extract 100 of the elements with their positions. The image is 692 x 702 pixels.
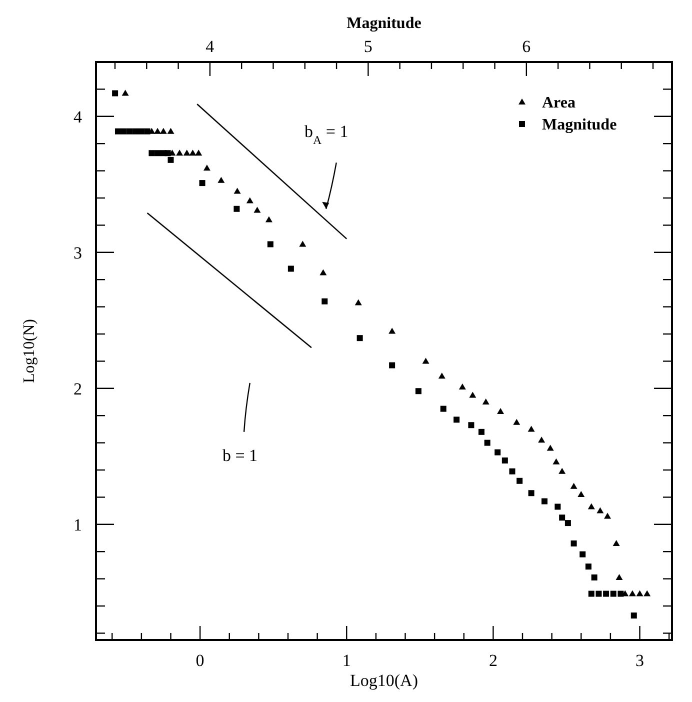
point xyxy=(203,164,210,171)
point xyxy=(580,551,586,558)
y-axis-title: Log10(N) xyxy=(21,319,38,383)
point xyxy=(176,150,184,156)
y-tick-label: 3 xyxy=(74,243,82,262)
point xyxy=(388,328,396,334)
point xyxy=(126,128,133,134)
point xyxy=(199,180,206,186)
point xyxy=(630,612,637,619)
point xyxy=(422,358,430,364)
point xyxy=(195,150,202,156)
point xyxy=(468,422,474,428)
point xyxy=(610,590,616,597)
point xyxy=(552,458,560,464)
point xyxy=(234,206,240,212)
point xyxy=(516,478,523,484)
point xyxy=(320,269,327,276)
point xyxy=(570,482,578,489)
point xyxy=(509,468,516,474)
x2-axis-title: Magnitude xyxy=(346,15,422,32)
point xyxy=(616,574,623,580)
point xyxy=(603,590,610,597)
y-tick-label: 2 xyxy=(74,379,82,398)
point xyxy=(513,418,520,425)
point xyxy=(267,241,274,248)
point xyxy=(354,299,362,306)
point xyxy=(265,216,272,222)
x-axis-title: Log10(A) xyxy=(350,671,418,690)
legend-label: Magnitude xyxy=(542,116,617,134)
point xyxy=(469,392,476,398)
point xyxy=(254,206,261,213)
point xyxy=(644,590,651,596)
point xyxy=(154,150,161,156)
point xyxy=(168,156,174,163)
point xyxy=(612,540,620,546)
point xyxy=(167,128,174,134)
x2-tick-label: 4 xyxy=(206,37,215,56)
y-tick-label: 1 xyxy=(74,515,82,534)
point xyxy=(564,520,571,526)
x-tick-label: 0 xyxy=(196,651,204,670)
point xyxy=(120,128,127,134)
point xyxy=(234,188,241,194)
point xyxy=(588,590,594,597)
point xyxy=(482,398,490,404)
point xyxy=(454,416,460,423)
point xyxy=(554,504,561,510)
point xyxy=(558,468,566,474)
point xyxy=(484,440,490,446)
point xyxy=(440,406,446,412)
annotation: b = 1 xyxy=(222,446,258,465)
point xyxy=(528,490,534,496)
point xyxy=(160,128,167,134)
point xyxy=(114,128,121,134)
point xyxy=(415,388,422,394)
point xyxy=(636,590,644,596)
point xyxy=(618,590,624,597)
x-tick-label: 3 xyxy=(636,651,644,670)
legend-label: Area xyxy=(542,94,576,112)
point xyxy=(559,514,566,521)
point xyxy=(438,372,446,379)
y-tick-label: 4 xyxy=(74,107,82,126)
point xyxy=(570,540,577,546)
point xyxy=(144,128,150,134)
point xyxy=(628,590,636,596)
point xyxy=(299,240,306,247)
point xyxy=(578,490,585,497)
x2-tick-label: 5 xyxy=(364,37,372,56)
point xyxy=(218,176,225,183)
point xyxy=(154,128,162,134)
point xyxy=(356,335,363,342)
x2-tick-label: 6 xyxy=(522,37,531,56)
point xyxy=(585,564,592,570)
point xyxy=(502,457,508,464)
point xyxy=(528,426,535,432)
point xyxy=(164,150,171,156)
point xyxy=(122,90,129,96)
x-tick-label: 2 xyxy=(488,651,498,670)
point xyxy=(588,503,595,510)
point xyxy=(591,574,598,580)
point xyxy=(148,150,155,156)
point xyxy=(494,449,501,456)
point xyxy=(189,150,196,156)
point xyxy=(322,298,328,304)
annotation: b$_{A}$ = 1 xyxy=(304,122,348,148)
point xyxy=(183,150,190,156)
point xyxy=(538,436,546,443)
point xyxy=(596,507,604,514)
point xyxy=(458,384,466,390)
point xyxy=(288,266,294,272)
point xyxy=(246,197,254,204)
point xyxy=(389,362,396,368)
x-tick-label: 1 xyxy=(342,651,351,670)
point xyxy=(112,90,118,96)
point xyxy=(132,128,139,134)
point xyxy=(497,408,504,414)
point xyxy=(138,128,144,134)
point xyxy=(546,444,554,451)
point xyxy=(478,428,484,435)
point xyxy=(604,512,612,519)
point xyxy=(596,590,602,597)
